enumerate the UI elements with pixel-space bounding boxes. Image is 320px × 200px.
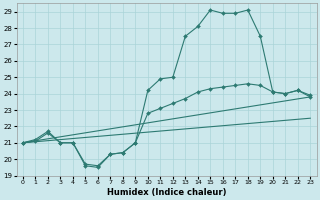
X-axis label: Humidex (Indice chaleur): Humidex (Indice chaleur) bbox=[107, 188, 226, 197]
